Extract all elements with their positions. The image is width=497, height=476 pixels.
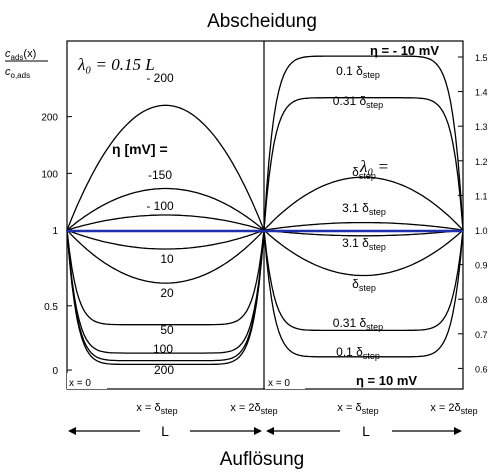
left-curve-label-0: - 200 [146, 71, 174, 85]
right-y-ticks: 1.5 1.4 1.3 1.2 1.1 1.0 0.9 0.8 0.7 0.6 [458, 53, 488, 374]
right-tick-label-6: 0.9 [475, 261, 488, 271]
right-curve-label-2: δstep [352, 165, 376, 181]
left-curve-label-2: - 100 [146, 199, 174, 213]
L-label-right: L [362, 423, 370, 439]
left-curve-labels: - 200-150- 100102050100200150 [83, 71, 174, 387]
curve-right-4 [263, 229, 464, 237]
L-label-left: L [161, 423, 169, 439]
curve-right-6 [263, 230, 464, 332]
length-arrows: L L [68, 423, 462, 439]
right-lambda-label: λ₀ = [359, 157, 389, 176]
curve-left-5 [66, 230, 265, 326]
right-eta-top: η = - 10 mV [370, 43, 439, 58]
x-label-2: x = δstep [337, 402, 378, 416]
right-tick-label-7: 0.8 [475, 295, 488, 305]
left-curve-label-5: 50 [160, 323, 174, 337]
x-label-0: x = δstep [136, 402, 177, 416]
right-tick-label-0: 1.5 [475, 53, 488, 63]
right-curve-label-5: δstep [352, 277, 376, 293]
x-axis-labels: x = δstep x = 2δstep x = δstep x = 2δstep [136, 402, 477, 416]
curve-left-2 [66, 214, 265, 231]
curve-right-1 [263, 97, 464, 231]
curves [66, 55, 464, 366]
curve-left-8 [66, 230, 265, 366]
left-curve-label-3: 10 [160, 252, 174, 266]
curve-right-0 [263, 55, 464, 231]
right-curve-label-4: 3.1 δstep [342, 236, 386, 252]
top-label: Abscheidung [207, 11, 317, 32]
curve-left-7 [66, 230, 265, 362]
curve-left-1 [66, 187, 265, 231]
left-curve-label-1: -150 [148, 168, 172, 182]
right-curve-label-7: 0.1 δstep [336, 345, 380, 361]
curve-right-5 [263, 229, 464, 277]
left-tick-label-1: 100 [41, 169, 58, 180]
x-label-1: x = 2δstep [230, 402, 277, 416]
svg-text:cads(x): cads(x) [5, 48, 36, 62]
left-x-origin: x = 0 [69, 378, 91, 389]
right-x-origin: x = 0 [268, 378, 290, 389]
right-eta-bottom: η = 10 mV [356, 373, 417, 388]
right-curve-label-1: 0.31 δstep [333, 94, 383, 110]
left-tick-label-4: 0 [52, 366, 58, 377]
left-lambda-label: λ₀ = 0.15 L [77, 55, 155, 74]
bottom-label: Auflösung [220, 449, 305, 470]
left-tick-label-0: 200 [41, 113, 58, 124]
right-curve-labels: 0.1 δstep 0.31 δstep δstep 3.1 δstep 3.1 δst… [333, 64, 386, 361]
right-tick-label-4: 1.1 [475, 191, 488, 201]
left-curve-label-7: 200 [154, 363, 174, 377]
right-tick-label-8: 0.7 [475, 330, 488, 340]
curve-left-0 [66, 104, 265, 231]
right-tick-label-9: 0.6 [475, 364, 488, 374]
curve-right-3 [263, 221, 464, 231]
y-axis-label: cads(x) co,ads [5, 48, 48, 80]
x-label-3: x = 2δstep [430, 402, 477, 416]
left-tick-label-2: 1 [52, 226, 58, 237]
left-eta-header: η [mV] = [112, 141, 168, 157]
left-curve-label-4: 20 [160, 286, 174, 300]
curve-left-3 [66, 229, 265, 250]
right-tick-label-3: 1.2 [475, 157, 488, 167]
svg-text:co,ads: co,ads [5, 66, 30, 80]
curve-left-6 [66, 230, 265, 354]
right-tick-label-5: 1.0 [475, 226, 488, 236]
curve-right-2 [263, 176, 464, 231]
left-tick-label-3: 0.5 [44, 302, 58, 313]
right-curve-label-0: 0.1 δstep [336, 64, 380, 80]
right-curve-label-3: 3.1 δstep [342, 201, 386, 217]
right-curve-label-6: 0.31 δstep [333, 316, 383, 332]
curve-left-4 [66, 229, 265, 284]
curve-right-7 [263, 230, 464, 358]
right-tick-label-2: 1.3 [475, 122, 488, 132]
right-tick-label-1: 1.4 [475, 88, 488, 98]
left-curve-label-6: 100 [153, 342, 173, 356]
